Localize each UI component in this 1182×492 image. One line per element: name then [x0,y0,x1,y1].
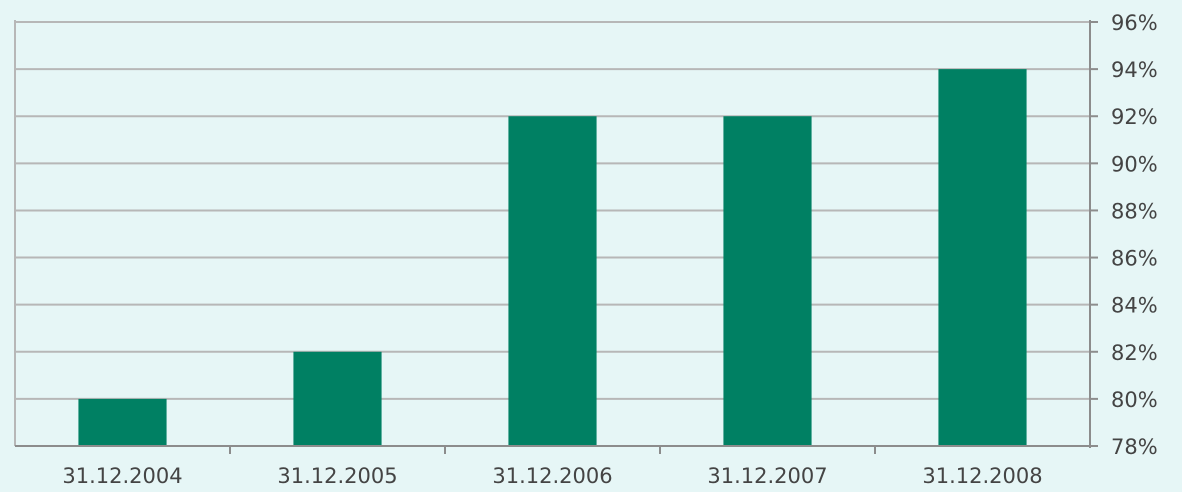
bars [78,69,1027,446]
x-axis-ticks: 31.12.2004 31.12.2005 31.12.2006 31.12.2007… [62,446,1043,488]
y-tick-label: 96% [1111,11,1158,35]
x-tick-label: 31.12.2005 [277,464,397,488]
x-tick-label: 31.12.2007 [707,464,827,488]
bar-31.12.2007 [723,116,812,446]
axes [15,20,1091,448]
y-axis-ticks: 78% 80% 82% 84% 86% 88% 90% 92% 94% 96% [1090,11,1158,459]
bar-31.12.2006 [508,116,597,446]
y-tick-label: 86% [1111,247,1158,271]
y-tick-label: 90% [1111,152,1158,176]
bar-31.12.2008 [938,69,1027,446]
y-tick-label: 80% [1111,388,1158,412]
x-tick-label: 31.12.2006 [492,464,612,488]
y-tick-label: 88% [1111,199,1158,223]
y-tick-label: 82% [1111,341,1158,365]
y-tick-label: 94% [1111,58,1158,82]
bar-31.12.2005 [293,351,382,446]
bar-31.12.2004 [78,398,167,446]
y-tick-label: 92% [1111,105,1158,129]
x-tick-label: 31.12.2008 [922,464,1042,488]
x-tick-label: 31.12.2004 [62,464,182,488]
y-tick-label: 78% [1111,435,1158,459]
y-tick-label: 84% [1111,294,1158,318]
